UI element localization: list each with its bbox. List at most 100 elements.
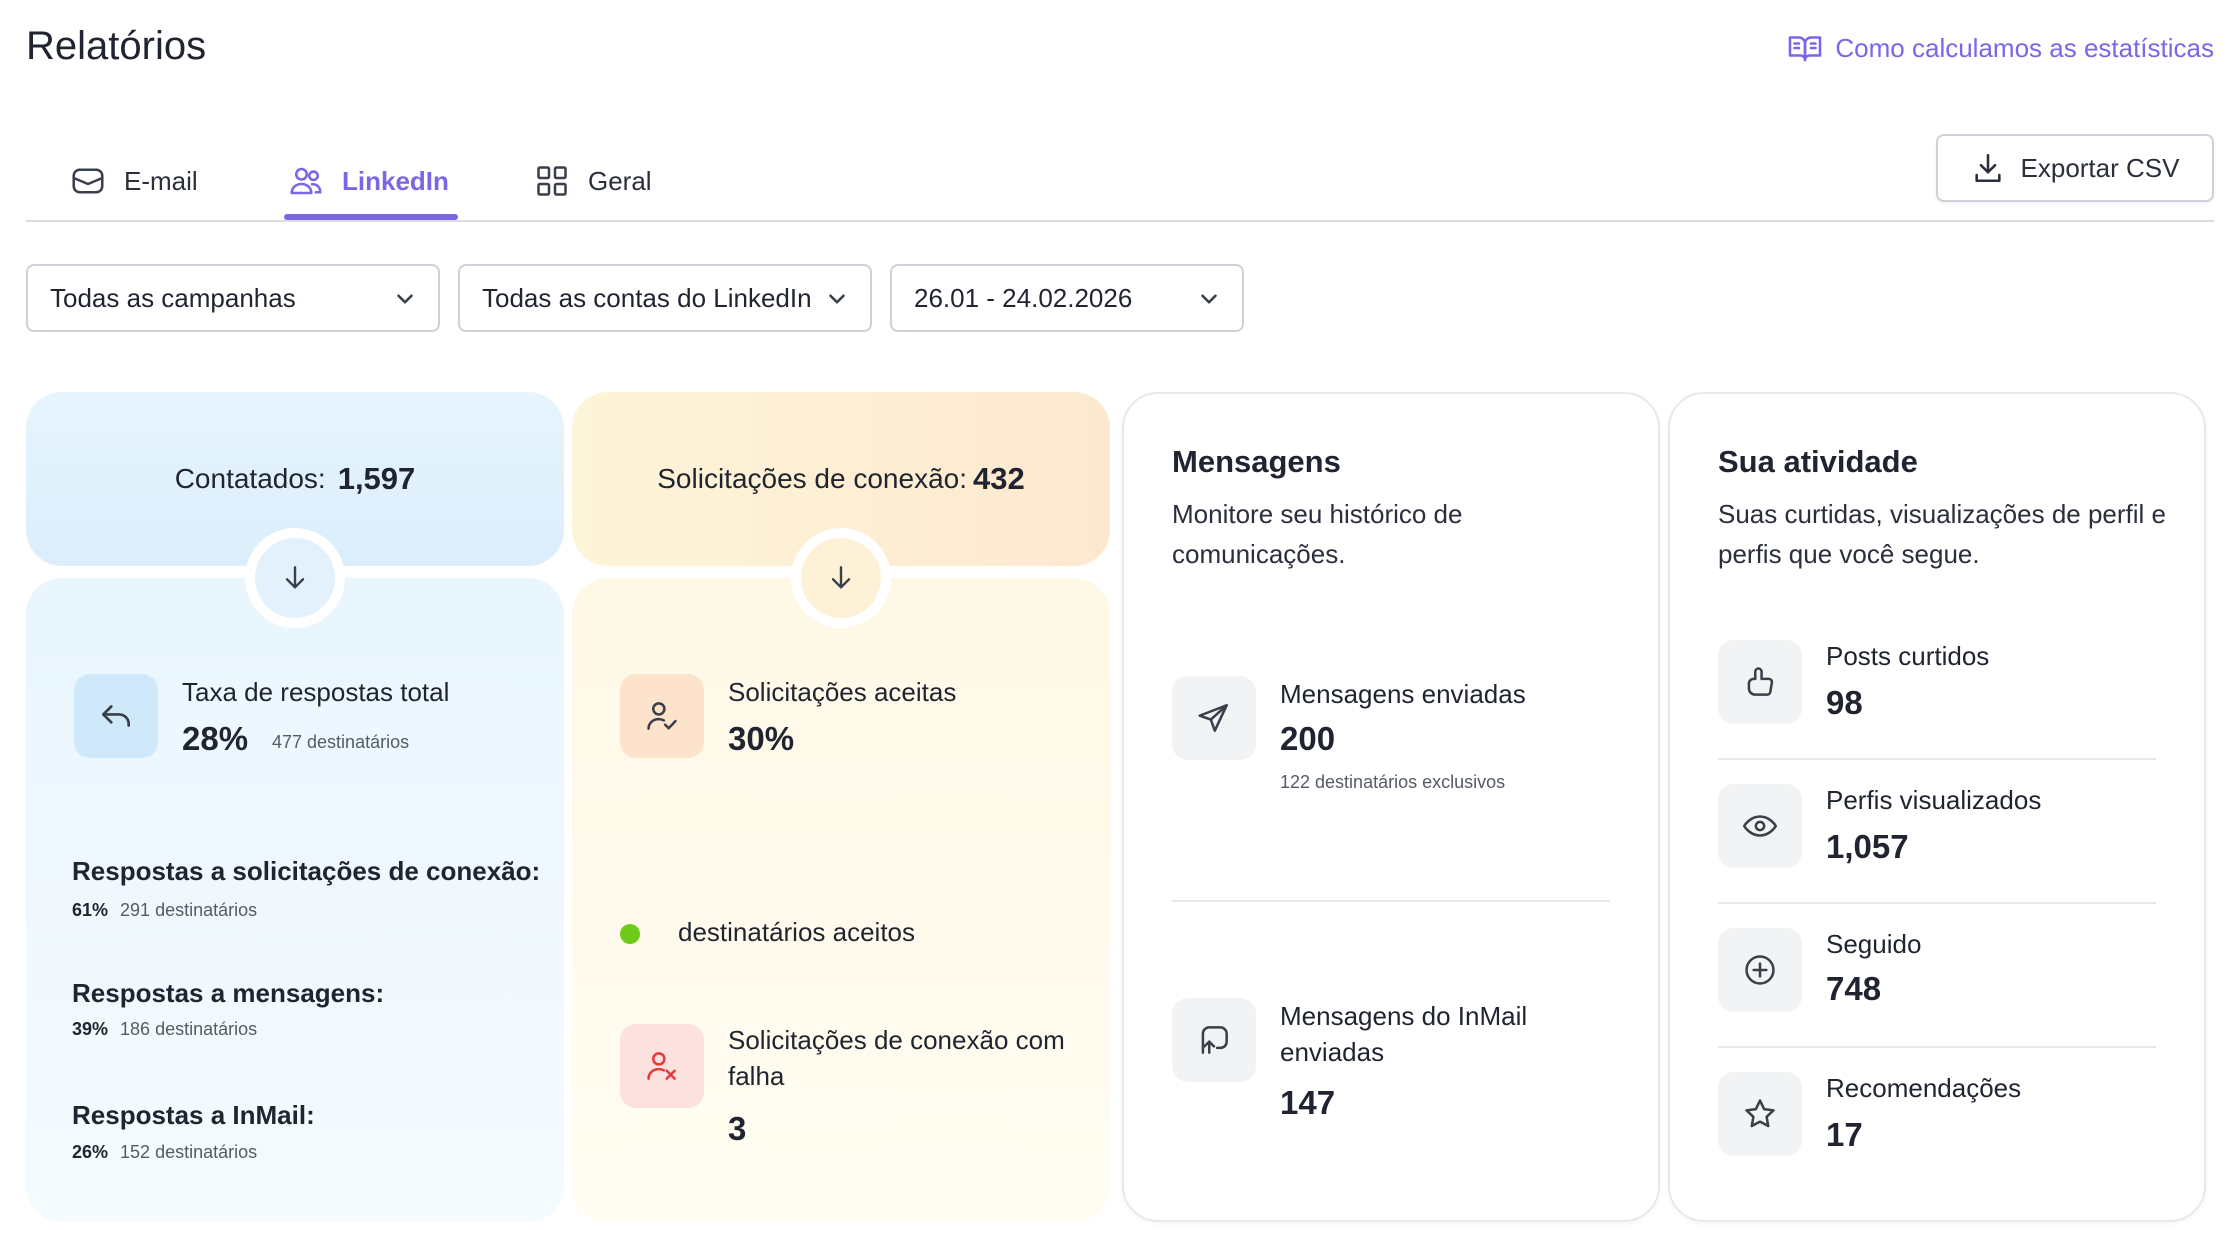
messages-card: Mensagens Monitore seu histórico de comu… <box>1122 392 1660 1222</box>
tab-linkedin-label: LinkedIn <box>342 165 449 196</box>
failed-value: 3 <box>728 1110 747 1147</box>
chevron-down-icon <box>397 294 413 304</box>
arrow-connector <box>245 528 345 628</box>
date-range-select[interactable]: 26.01 - 24.02.2026 <box>890 264 1244 332</box>
campaign-select-value: Todas as campanhas <box>50 282 296 313</box>
profiles-viewed-value: 1,057 <box>1826 828 1909 865</box>
thumbs-up-icon <box>1747 667 1774 696</box>
accepted-value: 30% <box>728 720 795 757</box>
users-icon <box>290 167 322 195</box>
tab-geral-label: Geral <box>588 165 652 196</box>
divider <box>1172 900 1610 902</box>
contacted-value: 1,597 <box>337 461 416 496</box>
recommendations-value: 17 <box>1826 1116 1863 1153</box>
star-icon-box <box>1718 1072 1802 1156</box>
connections-header: Solicitações de conexão: 432 <box>572 392 1110 566</box>
arrow-connector <box>791 528 891 628</box>
liked-posts-label: Posts curtidos <box>1826 641 1990 671</box>
message-replies-pct: 39% <box>72 1019 109 1039</box>
user-check-icon <box>647 702 677 730</box>
account-select-value: Todas as contas do LinkedIn <box>482 282 812 313</box>
messages-description: Monitore seu histórico de comunicações. <box>1172 499 1463 569</box>
connections-card: Solicitações de conexão: 432 Solicitaçõe… <box>572 392 1110 1222</box>
inmail-sent-value: 147 <box>1280 1084 1336 1121</box>
inmail-replies-title: Respostas a InMail: <box>72 1100 315 1130</box>
total-response-recipients: 477 destinatários <box>272 732 410 752</box>
profiles-viewed-label: Perfis visualizados <box>1826 785 2042 815</box>
user-x-icon <box>647 1052 676 1080</box>
inmail-replies-pct: 26% <box>72 1142 109 1162</box>
connection-replies-title: Respostas a solicitações de conexão: <box>72 856 541 886</box>
inmail-replies-stats: 26% 152 destinatários <box>72 1142 257 1163</box>
connections-label: Solicitações de conexão: <box>657 463 967 494</box>
connection-replies-pct: 61% <box>72 900 109 920</box>
tab-bar: E-mail LinkedIn Geral Exportar CSV <box>26 134 2214 222</box>
connection-replies-recipients: 291 destinatários <box>120 900 258 920</box>
paper-plane-icon <box>1198 704 1228 732</box>
arrow-down-icon <box>831 566 851 589</box>
export-csv-button[interactable]: Exportar CSV <box>1936 134 2214 202</box>
envelope-icon <box>72 168 104 194</box>
liked-posts-value: 98 <box>1826 684 1863 721</box>
message-replies-stats: 39% 186 destinatários <box>72 1019 257 1040</box>
activity-description: Suas curtidas, visualizações de perfil e… <box>1718 499 2167 569</box>
divider <box>1718 758 2156 760</box>
chevron-down-icon <box>1201 294 1217 304</box>
tab-email-label: E-mail <box>124 165 198 196</box>
tab-geral[interactable]: Geral <box>534 150 652 212</box>
user-check-icon-box <box>620 674 704 758</box>
tab-linkedin[interactable]: LinkedIn <box>288 150 449 212</box>
user-x-icon-box <box>620 1024 704 1108</box>
message-replies-title: Respostas a mensagens: <box>72 978 385 1008</box>
contacted-label: Contatados: <box>174 463 326 494</box>
recommendations-label: Recomendações <box>1826 1073 2022 1103</box>
total-response-label: Taxa de respostas total <box>182 677 450 707</box>
send-icon-box <box>1172 676 1256 760</box>
export-csv-label: Exportar CSV <box>2020 152 2180 183</box>
download-icon <box>1974 153 2001 183</box>
followed-value: 748 <box>1826 970 1882 1007</box>
activity-card: Sua atividade Suas curtidas, visualizaçõ… <box>1668 392 2206 1222</box>
star-icon <box>1745 1099 1775 1128</box>
inmail-sent-label: Mensagens do InMail enviadas <box>1280 1001 1528 1067</box>
accepted-label: Solicitações aceitas <box>728 677 957 707</box>
divider <box>1718 1046 2156 1048</box>
help-link[interactable]: Como calculamos as estatísticas <box>1787 30 2214 66</box>
inmail-replies-recipients: 152 destinatários <box>120 1142 258 1162</box>
reply-icon-box <box>74 674 158 758</box>
page-title: Relatórios <box>26 24 207 68</box>
reply-icon <box>101 705 131 727</box>
active-tab-indicator <box>284 214 458 220</box>
inmail-icon <box>1201 1026 1228 1054</box>
arrow-down-icon <box>285 566 305 589</box>
divider <box>1718 902 2156 904</box>
book-icon <box>1789 36 1822 62</box>
account-select[interactable]: Todas as contas do LinkedIn <box>458 264 872 332</box>
plus-circle-icon-box <box>1718 928 1802 1012</box>
followed-label: Seguido <box>1826 929 1922 959</box>
chevron-down-icon <box>829 294 845 304</box>
accepted-legend-label: destinatários aceitos <box>678 917 916 947</box>
eye-icon-box <box>1718 784 1802 868</box>
tab-email[interactable]: E-mail <box>70 150 198 212</box>
plus-circle-icon <box>1745 955 1775 985</box>
total-response-value: 28% <box>182 720 249 757</box>
messages-sent-value: 200 <box>1280 720 1336 757</box>
eye-icon <box>1742 815 1778 837</box>
date-range-value: 26.01 - 24.02.2026 <box>914 282 1133 313</box>
inmail-icon-box <box>1172 998 1256 1082</box>
connections-value: 432 <box>973 461 1025 496</box>
grid-icon <box>537 166 567 196</box>
help-link-label: Como calculamos as estatísticas <box>1835 32 2214 63</box>
messages-sent-label: Mensagens enviadas <box>1280 679 1526 709</box>
accepted-legend-dot <box>620 924 640 944</box>
message-replies-recipients: 186 destinatários <box>120 1019 258 1039</box>
activity-title: Sua atividade <box>1718 444 1918 479</box>
thumbs-up-icon-box <box>1718 640 1802 724</box>
messages-sent-sub: 122 destinatários exclusivos <box>1280 772 1506 792</box>
failed-label: Solicitações de conexão com falha <box>728 1025 1065 1091</box>
campaign-select[interactable]: Todas as campanhas <box>26 264 440 332</box>
contacted-card: Contatados: 1,597 Taxa de respostas tota… <box>26 392 564 1222</box>
connection-replies-stats: 61% 291 destinatários <box>72 900 257 921</box>
messages-title: Mensagens <box>1172 444 1341 479</box>
